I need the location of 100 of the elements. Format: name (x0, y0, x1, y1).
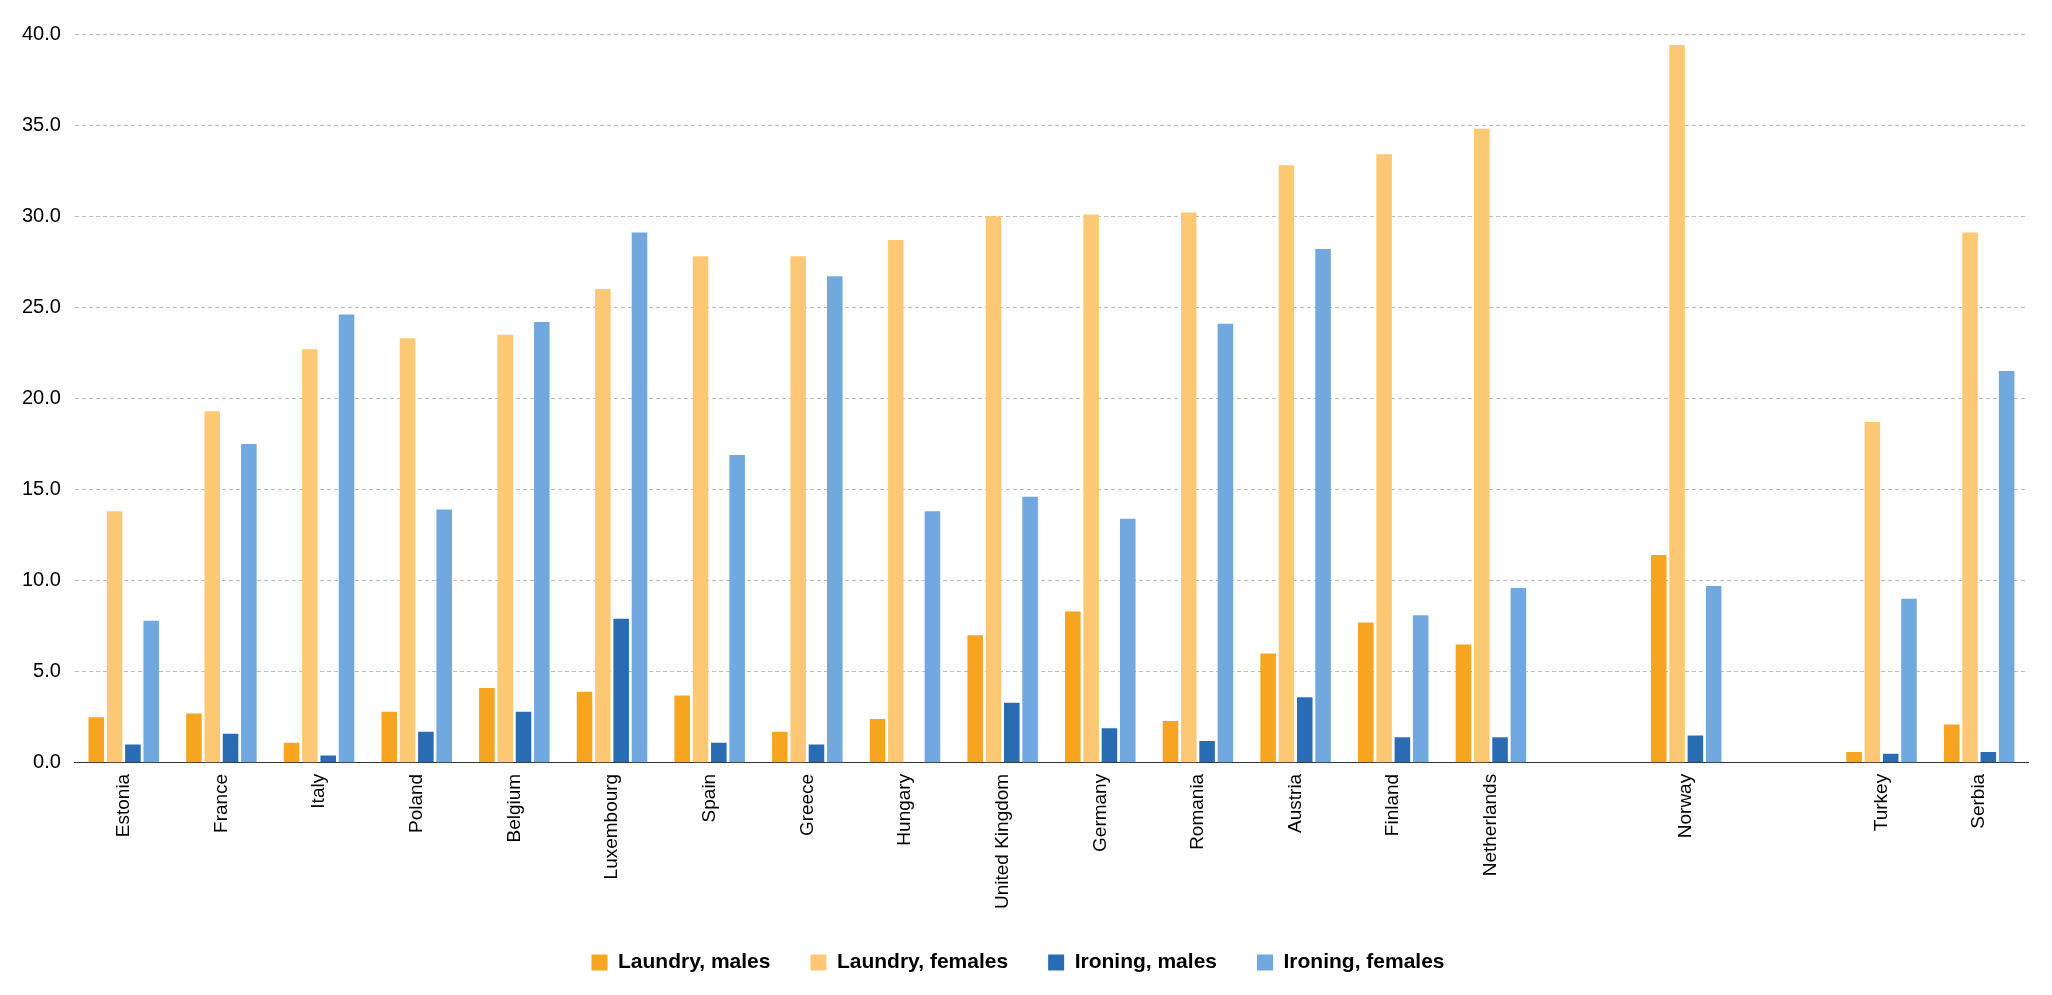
y-tick-label: 35.0 (21, 112, 61, 135)
bar (88, 717, 105, 763)
bar (479, 688, 495, 763)
legend-label: Ironing, males (1074, 949, 1218, 973)
bar (534, 321, 550, 763)
bar (1412, 615, 1429, 763)
bar (1065, 611, 1081, 763)
x-tick-label: Serbia (1967, 773, 1989, 829)
bar (186, 713, 202, 763)
bar (1650, 555, 1667, 763)
bar (1022, 496, 1038, 763)
bar (515, 711, 532, 763)
bar (1162, 720, 1179, 763)
bar (1980, 751, 1997, 763)
bar (1217, 323, 1234, 763)
bar (436, 509, 452, 763)
bar (827, 276, 843, 763)
x-tick-label: Romania (1186, 773, 1208, 850)
x-tick-label: Poland (404, 773, 426, 833)
bar (1455, 644, 1472, 763)
bar (1998, 371, 2015, 763)
bar (381, 711, 398, 763)
bar (1181, 212, 1197, 763)
bar (143, 620, 159, 763)
bar (1004, 702, 1020, 763)
bar (1846, 751, 1862, 763)
bar (1882, 753, 1899, 763)
bar (1101, 728, 1118, 763)
y-tick-label: 10.0 (21, 568, 61, 591)
bar (711, 742, 727, 763)
bar (1492, 737, 1508, 763)
bar (106, 511, 123, 763)
bar (1943, 724, 1960, 763)
bar (790, 256, 806, 763)
x-tick-label: France (209, 773, 231, 833)
bar (985, 216, 1002, 763)
bar (1296, 697, 1313, 763)
bar (808, 744, 825, 763)
bar (1705, 586, 1722, 763)
y-tick-label: 25.0 (21, 294, 61, 317)
x-tick-label: Norway (1674, 773, 1696, 839)
y-tick-label: 40.0 (21, 21, 61, 44)
bar (729, 454, 745, 763)
bar (222, 733, 239, 763)
y-tick-label: 5.0 (33, 659, 61, 682)
x-tick-label: Netherlands (1479, 773, 1501, 877)
x-tick-label: Finland (1381, 773, 1403, 837)
x-tick-label: Luxembourg (600, 773, 622, 880)
x-tick-label: Turkey (1869, 773, 1891, 832)
bar (1864, 422, 1881, 763)
bar (1278, 165, 1295, 763)
bar (1083, 214, 1099, 763)
y-tick-label: 15.0 (21, 477, 61, 500)
bar (613, 618, 629, 763)
bar (125, 744, 141, 763)
bar (692, 256, 709, 763)
bar (888, 239, 904, 763)
bar (497, 334, 513, 763)
legend-label: Laundry, females (836, 949, 1009, 973)
bar (418, 731, 434, 763)
x-tick-label: Greece (795, 773, 817, 837)
x-tick-label: Estonia (111, 773, 133, 838)
bar (1376, 154, 1392, 763)
bar (1962, 232, 1978, 763)
bar (241, 443, 257, 763)
x-tick-label: Hungary (893, 773, 915, 846)
legend-label: Ironing, females (1283, 949, 1445, 973)
bar (204, 411, 221, 763)
x-tick-label: Italy (307, 773, 329, 809)
bar (924, 511, 941, 763)
x-tick-label: Austria (1283, 773, 1305, 833)
x-tick-label: United Kingdom (990, 773, 1012, 910)
bar (1119, 518, 1136, 763)
bar (1473, 128, 1490, 763)
bar (1358, 622, 1374, 763)
bar (1394, 737, 1411, 763)
legend-label: Laundry, males (617, 949, 771, 973)
bar (576, 691, 593, 763)
y-tick-label: 20.0 (21, 385, 61, 408)
bar (1315, 249, 1331, 763)
bar (338, 314, 355, 763)
bar (399, 338, 416, 763)
bar (320, 755, 336, 763)
bar (1687, 735, 1704, 763)
y-tick-label: 30.0 (21, 203, 61, 226)
bar (1901, 598, 1917, 763)
bar (869, 719, 886, 763)
bar (1669, 44, 1685, 763)
bar (283, 742, 300, 763)
x-tick-label: Belgium (502, 773, 524, 843)
bar (595, 289, 611, 763)
bar (1260, 653, 1276, 763)
bar (631, 232, 648, 763)
x-tick-label: Spain (697, 773, 719, 823)
bar (674, 695, 690, 763)
x-tick-label: Germany (1088, 773, 1110, 852)
bar (1199, 740, 1215, 763)
bar (302, 349, 318, 763)
bar (967, 635, 983, 763)
y-tick-label: 0.0 (33, 750, 61, 773)
